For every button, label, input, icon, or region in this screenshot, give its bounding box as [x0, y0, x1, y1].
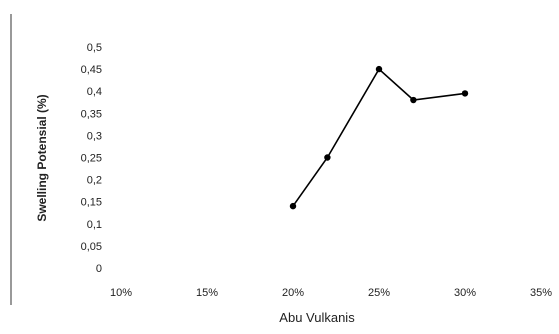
- data-point: [324, 154, 331, 161]
- data-point: [410, 96, 417, 104]
- y-tick-label: 0,05: [81, 241, 102, 253]
- series-points: [289, 65, 469, 210]
- y-tick-label: 0,4: [87, 86, 102, 98]
- y-tick-label: 0,5: [87, 42, 102, 54]
- x-tick-label: 35%: [530, 287, 552, 299]
- y-axis-label: Swelling Potensial (%): [35, 94, 49, 221]
- y-axis-tick-labels: 0 0,05 0,1 0,15 0,2 0,25 0,3 0,35 0,4 0,45 0,5: [81, 42, 102, 275]
- x-axis-tick-labels: 10% 15% 20% 25% 30% 35%: [110, 287, 552, 299]
- y-tick-label: 0,25: [81, 153, 102, 165]
- y-tick-label: 0,2: [87, 175, 102, 187]
- y-tick-label: 0,45: [81, 64, 102, 76]
- y-tick-label: 0,35: [81, 108, 102, 120]
- series-line: [292, 67, 466, 207]
- x-tick-label: 10%: [110, 287, 132, 299]
- x-tick-label: 20%: [282, 287, 304, 299]
- y-tick-label: 0,1: [87, 219, 102, 231]
- data-point: [375, 65, 383, 73]
- x-tick-label: 15%: [196, 287, 218, 299]
- y-tick-label: 0,3: [87, 130, 102, 142]
- data-point: [289, 202, 297, 210]
- y-tick-label: 0: [96, 263, 102, 275]
- x-tick-label: 25%: [368, 287, 390, 299]
- y-tick-label: 0,15: [81, 197, 102, 209]
- x-tick-label: 30%: [454, 287, 476, 299]
- data-point: [461, 90, 469, 97]
- x-axis-label: Abu Vulkanis: [279, 310, 355, 325]
